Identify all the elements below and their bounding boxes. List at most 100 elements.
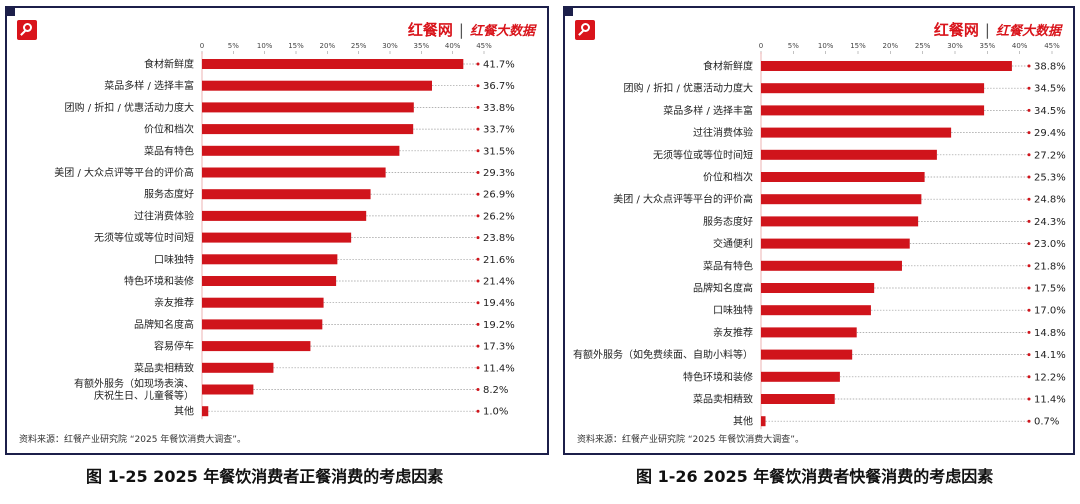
category-label: 过往消费体验: [693, 126, 753, 139]
category-label: 其他: [174, 405, 194, 418]
value-dot: [476, 62, 480, 66]
value-label: 17.3%: [483, 342, 515, 353]
category-label-line: 价位和档次: [144, 123, 194, 136]
bar: [202, 59, 464, 69]
bar: [761, 105, 985, 116]
bar: [761, 349, 853, 360]
value-dot: [1027, 353, 1031, 357]
figure-caption-1-25: 图 1-25 2025 年餐饮消费者正餐消费的考虑因素: [86, 467, 444, 486]
value-label: 19.4%: [483, 298, 515, 309]
value-label: 17.0%: [1034, 306, 1066, 317]
value-dot: [1027, 397, 1031, 401]
bar: [761, 172, 925, 182]
category-label: 亲友推荐: [154, 296, 194, 309]
value-label: 31.5%: [483, 146, 515, 157]
category-label: 团购 / 折扣 / 优惠活动力度大: [65, 101, 194, 114]
x-tick-label: 5%: [228, 42, 239, 50]
category-label-line: 其他: [174, 405, 194, 418]
bar: [202, 319, 323, 330]
category-label-line: 品牌知名度高: [693, 282, 753, 295]
brand-logo: 红餐网 | 红餐大数据: [407, 20, 535, 40]
x-tick-label: 40%: [445, 42, 461, 50]
bar: [761, 216, 919, 227]
value-dot: [1027, 308, 1031, 312]
x-tick-label: 20%: [320, 42, 336, 50]
category-label-line: 菜品有特色: [144, 144, 194, 157]
value-label: 29.4%: [1034, 128, 1066, 139]
category-label: 有额外服务（如免费续面、自助小料等）: [573, 348, 753, 361]
bar: [202, 80, 432, 91]
x-tick-label: 0: [200, 42, 204, 50]
value-label: 24.8%: [1034, 195, 1066, 206]
category-label-line: 美团 / 大众点评等平台的评价高: [613, 193, 753, 206]
value-label: 34.5%: [1034, 84, 1066, 95]
category-label-line: 容易停车: [154, 340, 194, 353]
value-label: 14.1%: [1034, 350, 1066, 361]
x-tick-label: 25%: [915, 42, 931, 50]
value-label: 1.0%: [483, 407, 508, 418]
category-label-line: 无须等位或等位时间短: [94, 231, 194, 244]
value-dot: [476, 322, 480, 326]
value-label: 33.8%: [483, 103, 515, 114]
x-tick-label: 10%: [818, 42, 834, 50]
category-label-line: 庆祝生日、儿童餐等）: [94, 389, 194, 402]
bar: [761, 83, 985, 94]
value-label: 25.3%: [1034, 173, 1066, 184]
value-dot: [1027, 375, 1031, 379]
bar: [202, 276, 337, 286]
category-label-line: 有额外服务（如现场表演、: [74, 377, 194, 390]
x-tick-label: 15%: [850, 42, 866, 50]
x-tick-label: 5%: [788, 42, 799, 50]
value-dot: [1027, 286, 1031, 290]
bar: [761, 194, 922, 205]
category-label-line: 菜品多样 / 选择丰富: [663, 104, 753, 117]
x-tick-label: 30%: [382, 42, 398, 50]
x-tick-label: 40%: [1012, 42, 1028, 50]
value-dot: [476, 149, 480, 153]
bar: [202, 167, 386, 178]
category-label-line: 食材新鲜度: [703, 60, 753, 73]
value-label: 19.2%: [483, 320, 515, 331]
value-dot: [476, 301, 480, 305]
category-label: 服务态度好: [703, 215, 753, 228]
magnifier-icon: [575, 20, 595, 40]
category-label-line: 口味独特: [713, 304, 753, 317]
category-label-line: 亲友推荐: [154, 296, 194, 309]
value-dot: [476, 344, 480, 348]
category-label: 特色环境和装修: [124, 275, 194, 288]
category-label: 服务态度好: [144, 188, 194, 201]
brand-sub: 红餐大数据: [469, 24, 535, 39]
value-label: 38.8%: [1034, 62, 1066, 73]
value-label: 23.0%: [1034, 239, 1066, 250]
value-dot: [1027, 419, 1031, 423]
value-dot: [476, 127, 480, 131]
brand-sub: 红餐大数据: [995, 24, 1061, 39]
value-label: 21.4%: [483, 277, 515, 288]
value-label: 24.3%: [1034, 217, 1066, 228]
value-dot: [476, 192, 480, 196]
bar: [761, 61, 1012, 71]
value-dot: [1027, 330, 1031, 334]
value-dot: [1027, 219, 1031, 223]
bar: [761, 283, 875, 293]
category-label: 菜品有特色: [144, 144, 194, 157]
corner-mark: [563, 6, 573, 16]
x-tick-label: 45%: [476, 42, 492, 50]
category-label: 无须等位或等位时间短: [94, 231, 194, 244]
category-label-line: 团购 / 折扣 / 优惠活动力度大: [65, 101, 194, 114]
brand-name: 红餐网: [933, 21, 979, 39]
category-label-line: 其他: [733, 415, 753, 428]
value-dot: [1027, 264, 1031, 268]
value-label: 21.6%: [483, 255, 515, 266]
bar: [761, 149, 937, 160]
brand-logo: 红餐网 | 红餐大数据: [933, 20, 1061, 40]
category-label: 食材新鲜度: [144, 58, 194, 71]
value-dot: [476, 214, 480, 218]
source-note: 资料来源：红餐产业研究院 “2025 年餐饮消费大调查”。: [19, 435, 246, 445]
value-dot: [476, 388, 480, 391]
value-label: 41.7%: [483, 60, 515, 71]
value-label: 29.3%: [483, 168, 515, 179]
category-label: 口味独特: [713, 304, 753, 317]
bar: [202, 102, 414, 113]
